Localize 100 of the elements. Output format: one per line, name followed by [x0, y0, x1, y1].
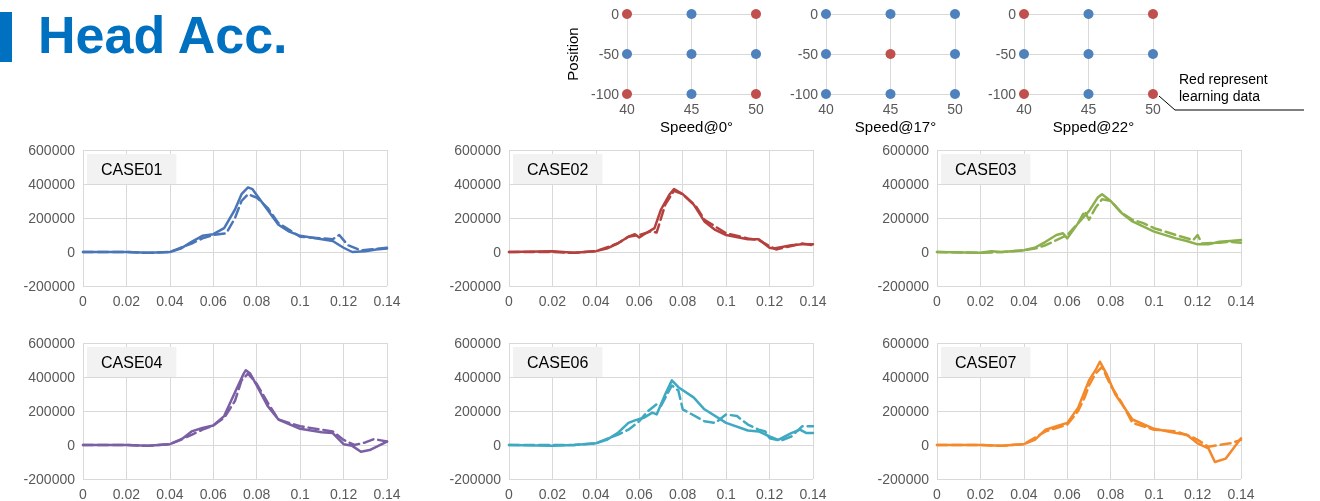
y-tick-label: 200000 — [28, 210, 76, 226]
point — [1148, 89, 1158, 99]
point — [622, 49, 632, 59]
point — [950, 89, 960, 99]
point — [751, 89, 761, 99]
point — [622, 9, 632, 19]
x-tick-label: 0.04 — [156, 293, 184, 309]
x-axis-title: Speed@17° — [854, 118, 937, 135]
point — [885, 49, 896, 59]
y-axis-title: Position — [564, 27, 582, 81]
x-tick-label: 0.04 — [156, 486, 184, 501]
x-tick-label: 0.14 — [1227, 486, 1255, 501]
x-tick-label: 0.04 — [582, 293, 610, 309]
x-tick-label: 0.06 — [625, 486, 654, 501]
x-tick-label: 0.1 — [716, 293, 737, 309]
text: CASE02 — [527, 160, 589, 178]
x-axis-title: Speed@0° — [660, 118, 733, 135]
y-tick-label: 400000 — [882, 176, 930, 192]
x-tick-label: 0.04 — [582, 486, 610, 501]
y-tick-label: 0 — [67, 437, 76, 453]
x-tick-label: 0.12 — [329, 486, 358, 501]
point — [821, 49, 831, 59]
y-tick-label: 200000 — [882, 210, 930, 226]
y-tick-label: 200000 — [28, 403, 76, 419]
text: Head Acc. — [38, 5, 288, 66]
text: Red represent learning data — [1179, 70, 1272, 104]
y-tick-label: 200000 — [882, 403, 930, 419]
point — [622, 89, 632, 99]
x-tick-label: 0.02 — [538, 486, 567, 501]
point — [1083, 9, 1094, 19]
x-tick-label: 40 — [818, 101, 834, 117]
point — [1019, 9, 1029, 19]
x-tick-label: 0.12 — [329, 293, 358, 309]
y-tick-label: 600000 — [28, 335, 76, 351]
y-tick-label: 200000 — [454, 210, 502, 226]
point — [686, 9, 697, 19]
x-tick-label: 0.14 — [1227, 293, 1255, 309]
y-tick-label: 0 — [611, 6, 620, 22]
x-tick-label: 40 — [1016, 101, 1032, 117]
x-tick-label: 0 — [505, 486, 514, 501]
y-tick-label: 400000 — [28, 369, 76, 385]
x-tick-label: 0.14 — [799, 486, 827, 501]
x-tick-label: 0 — [79, 486, 88, 501]
x-tick-label: 0.08 — [669, 486, 697, 501]
x-tick-label: 0.06 — [199, 293, 228, 309]
x-tick-label: 40 — [619, 101, 635, 117]
text: CASE01 — [101, 160, 163, 178]
x-tick-label: 0.06 — [199, 486, 228, 501]
x-tick-label: 0.14 — [373, 293, 401, 309]
y-tick-label: 0 — [1008, 6, 1017, 22]
x-tick-label: 0.1 — [290, 486, 311, 501]
x-tick-label: 0.08 — [243, 293, 271, 309]
x-tick-label: 0.12 — [755, 486, 784, 501]
y-tick-label: 0 — [67, 244, 76, 260]
point — [1148, 49, 1158, 59]
x-tick-label: 0.12 — [755, 293, 784, 309]
y-tick-label: 600000 — [28, 142, 76, 158]
point — [751, 9, 761, 19]
y-tick-label: 0 — [493, 244, 502, 260]
x-tick-label: 0.06 — [625, 293, 654, 309]
x-tick-label: 0.1 — [1144, 293, 1165, 309]
x-tick-label: 45 — [882, 101, 899, 117]
x-tick-label: 45 — [1080, 101, 1097, 117]
x-tick-label: 0 — [933, 486, 942, 501]
point — [1148, 9, 1158, 19]
x-axis-title: Spped@22° — [1052, 118, 1135, 135]
y-tick-label: -100 — [789, 86, 819, 102]
x-tick-label: 0.08 — [243, 486, 271, 501]
point — [1019, 89, 1029, 99]
point — [1083, 49, 1094, 59]
y-tick-label: -200000 — [23, 278, 76, 294]
x-tick-label: 0.02 — [538, 293, 567, 309]
x-tick-label: 50 — [947, 101, 963, 117]
y-tick-label: 600000 — [882, 335, 930, 351]
y-tick-label: 600000 — [882, 142, 930, 158]
x-tick-label: 0.04 — [1010, 293, 1038, 309]
y-tick-label: 400000 — [454, 176, 502, 192]
point — [686, 89, 697, 99]
point — [885, 89, 896, 99]
x-tick-label: 50 — [748, 101, 764, 117]
point — [950, 49, 960, 59]
point — [751, 49, 761, 59]
x-tick-label: 0 — [505, 293, 514, 309]
x-tick-label: 45 — [683, 101, 700, 117]
x-tick-label: 0.14 — [373, 486, 401, 501]
text: CASE03 — [955, 160, 1017, 178]
y-tick-label: -50 — [995, 46, 1017, 62]
y-tick-label: 400000 — [454, 369, 502, 385]
y-tick-label: -100 — [987, 86, 1017, 102]
x-tick-label: 0.1 — [716, 486, 737, 501]
x-tick-label: 0.08 — [669, 293, 697, 309]
x-tick-label: 50 — [1145, 101, 1161, 117]
y-tick-label: 600000 — [454, 335, 502, 351]
x-tick-label: 0.04 — [1010, 486, 1038, 501]
x-tick-label: 0.02 — [112, 293, 141, 309]
x-tick-label: 0.08 — [1097, 293, 1125, 309]
y-tick-label: -200000 — [877, 278, 930, 294]
point — [1019, 49, 1029, 59]
y-tick-label: -200000 — [23, 471, 76, 487]
x-tick-label: 0.08 — [1097, 486, 1125, 501]
